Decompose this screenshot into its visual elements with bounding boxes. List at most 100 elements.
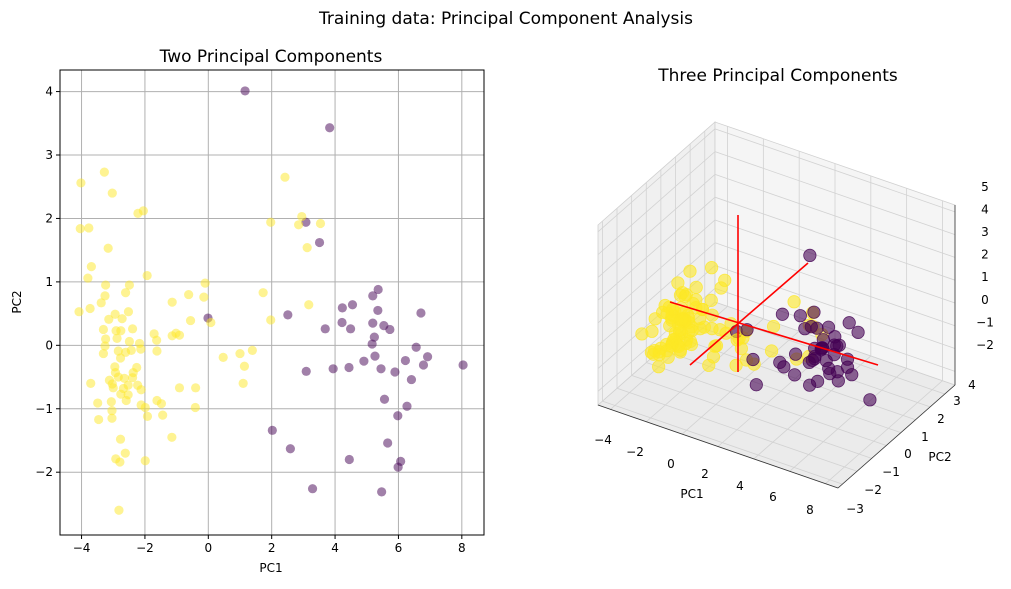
point-class-1 [218,352,228,362]
y3d-tick-label: −2 [864,483,882,497]
suptitle: Training data: Principal Component Analy… [318,9,693,29]
y-tick-label: 1 [45,275,53,289]
point-class-0 [347,300,358,310]
principal-axis-1 [669,301,879,366]
point-class-1 [190,402,200,413]
point-class-1 [101,334,111,344]
z3d-tick-label: 5 [981,180,989,194]
grid3d-z [597,151,716,255]
point-class-1 [294,220,304,230]
x-axis-label-2d: PC1 [259,561,282,575]
axes-3d-title: Three Principal Components [657,66,898,86]
point3d-class-1 [663,319,677,333]
point-class-1 [158,410,168,420]
point3d-class-1 [766,319,781,334]
point-class-1 [302,243,312,253]
point-class-0 [240,86,250,96]
point-class-0 [393,411,403,421]
point-class-1 [123,307,134,317]
point-class-1 [104,314,114,324]
point-class-0 [325,123,335,133]
point3d-class-1 [646,347,661,361]
grid3d-y [616,387,858,472]
point3d-class-1 [661,350,675,364]
point-class-1 [115,434,126,444]
point-class-0 [379,394,390,404]
y-tick-label: −2 [35,465,53,479]
point-class-0 [373,305,383,316]
point-class-1 [107,413,117,423]
point-class-1 [75,223,85,234]
grid3d-y [602,400,843,485]
point3d-class-1 [656,305,670,319]
point3d-class-0 [803,378,817,392]
point3d-class-1 [673,343,688,357]
point3d-class-0 [822,361,836,375]
point-class-1 [108,383,118,393]
x3d-tick-label: 4 [736,479,744,493]
point-class-0 [368,318,378,328]
point-class-0 [390,367,400,377]
point-class-1 [124,336,134,347]
point3d-class-0 [805,353,819,367]
point-class-1 [167,297,177,307]
point-class-1 [119,373,129,383]
point-class-0 [458,360,468,370]
point-class-1 [107,188,117,198]
point-class-1 [235,348,245,359]
point-class-1 [110,309,120,319]
point-class-1 [100,291,110,301]
point-class-1 [120,448,130,458]
point-class-1 [114,505,124,515]
axes-2d-title: Two Principal Components [159,47,383,67]
y-tick-label: 0 [45,338,53,352]
point-class-0 [328,364,338,374]
y3d-tick-label: 3 [953,394,961,408]
point-class-0 [400,355,411,366]
grid3d-y [646,362,887,446]
point-class-1 [184,289,194,300]
point3d-class-0 [798,322,812,336]
point3d-class-1 [718,273,732,287]
grid3d-z [597,219,716,324]
point-class-1 [152,335,162,345]
point3d-class-0 [788,368,802,382]
point3d-class-1 [697,320,711,334]
axis-line-x [597,404,839,489]
point-class-1 [206,317,216,328]
x-tick-label: −4 [73,541,91,555]
point-class-1 [199,292,209,302]
point3d-class-0 [807,305,821,319]
point-class-0 [367,339,377,349]
x-tick-label: 4 [331,541,339,555]
point-class-0 [344,454,354,465]
point-class-0 [383,438,393,448]
point-class-1 [98,324,109,335]
point-class-1 [85,303,95,314]
grid3d-z [714,174,956,258]
point-class-1 [140,402,150,413]
point-class-1 [266,315,276,325]
point-class-1 [140,456,150,466]
principal-axis-2 [689,262,809,366]
points-3d [635,248,877,407]
point3d-class-1 [671,276,685,290]
grid3d-z [597,174,716,278]
point-class-1 [142,411,153,421]
point3d-class-0 [775,307,790,321]
point-class-0 [376,364,386,374]
point-class-1 [86,378,96,388]
grid3d-z [714,151,956,235]
point-class-1 [74,307,84,317]
x-tick-label: 6 [395,541,403,555]
point3d-class-0 [842,316,856,330]
point-class-0 [393,462,403,472]
point3d-class-1 [787,295,801,309]
point-class-1 [93,398,103,408]
grid3d-y [660,349,902,434]
point-class-1 [100,341,110,351]
point-class-1 [116,389,126,399]
point-class-1 [239,361,250,371]
